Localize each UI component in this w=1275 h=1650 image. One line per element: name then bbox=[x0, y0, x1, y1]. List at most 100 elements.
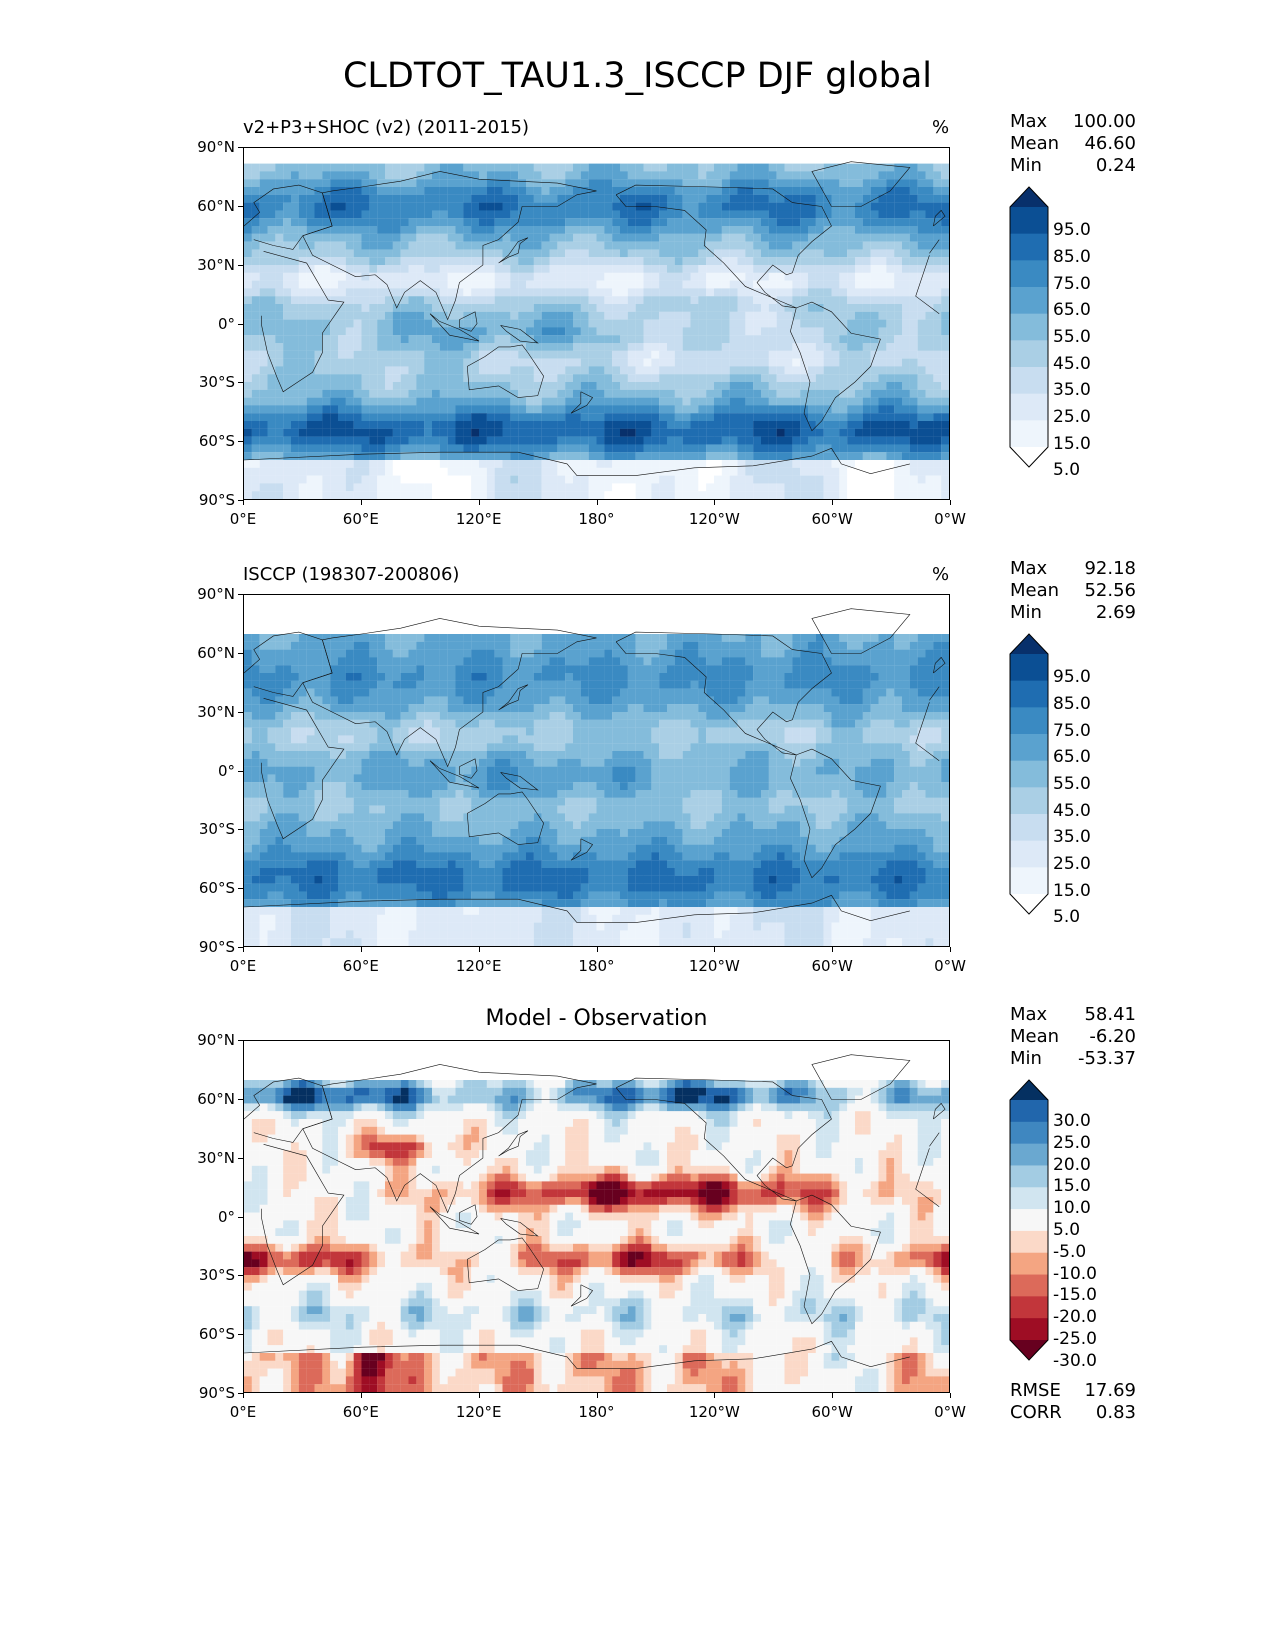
field-cell bbox=[322, 444, 331, 453]
field-cell bbox=[439, 272, 448, 281]
field-cell bbox=[698, 382, 707, 390]
field-cell bbox=[424, 413, 433, 422]
coastline bbox=[616, 185, 831, 308]
field-cell bbox=[314, 444, 323, 453]
field-cell bbox=[267, 296, 276, 305]
field-cell bbox=[714, 602, 722, 611]
field-cell bbox=[831, 319, 840, 328]
field-cell bbox=[267, 226, 276, 234]
field-cell bbox=[596, 444, 605, 453]
field-cell bbox=[432, 155, 440, 164]
field-cell bbox=[909, 444, 918, 453]
field-cell bbox=[353, 327, 362, 336]
field-cell bbox=[886, 444, 895, 453]
field-cell bbox=[894, 649, 903, 658]
field-cell bbox=[933, 634, 942, 642]
field-cell bbox=[753, 460, 762, 468]
field-cell bbox=[267, 327, 276, 336]
field-cell bbox=[643, 665, 652, 674]
field-cell bbox=[306, 467, 315, 476]
field-cell bbox=[698, 187, 707, 195]
field-cell bbox=[463, 249, 472, 258]
field-cell bbox=[244, 610, 252, 619]
field-cell bbox=[792, 210, 801, 219]
field-cell bbox=[643, 304, 652, 312]
field-cell bbox=[298, 618, 307, 627]
field-cell bbox=[526, 148, 534, 156]
field-cell bbox=[408, 343, 417, 351]
field-cell bbox=[886, 452, 895, 461]
field-cell bbox=[439, 405, 448, 414]
field-cell bbox=[659, 226, 668, 234]
field-cell bbox=[855, 444, 863, 453]
field-cell bbox=[533, 155, 542, 164]
field-cell bbox=[745, 226, 754, 234]
field-cell bbox=[815, 467, 824, 476]
field-cell bbox=[416, 475, 425, 484]
field-cell bbox=[612, 241, 621, 250]
field-cell bbox=[330, 641, 339, 650]
field-cell bbox=[345, 382, 354, 390]
field-cell bbox=[588, 249, 597, 258]
field-cell bbox=[330, 179, 339, 188]
field-cell bbox=[345, 179, 354, 188]
field-cell bbox=[909, 483, 918, 492]
field-cell bbox=[878, 421, 887, 429]
field-cell bbox=[761, 280, 769, 289]
field-cell bbox=[792, 413, 801, 422]
field-cell bbox=[847, 187, 856, 195]
field-cell bbox=[565, 171, 574, 180]
field-cell bbox=[251, 210, 260, 219]
field-cell bbox=[291, 618, 299, 627]
field-cell bbox=[275, 389, 284, 398]
field-cell bbox=[291, 187, 299, 195]
field-cell bbox=[557, 319, 566, 328]
field-cell bbox=[635, 171, 644, 180]
field-cell bbox=[526, 249, 534, 258]
field-cell bbox=[408, 358, 417, 367]
field-cell bbox=[721, 319, 730, 328]
field-cell bbox=[283, 374, 292, 383]
field-cell bbox=[761, 413, 769, 422]
field-cell bbox=[573, 179, 581, 188]
field-cell bbox=[275, 382, 284, 390]
field-cell bbox=[659, 194, 668, 203]
field-cell bbox=[526, 436, 534, 445]
field-cell bbox=[439, 467, 448, 476]
field-cell bbox=[729, 218, 738, 227]
field-cell bbox=[729, 288, 738, 297]
field-cell bbox=[424, 657, 433, 666]
field-cell bbox=[471, 296, 480, 305]
field-cell bbox=[823, 319, 832, 328]
field-cell bbox=[643, 249, 652, 258]
field-cell bbox=[361, 382, 370, 390]
field-cell bbox=[526, 304, 534, 312]
field-cell bbox=[510, 649, 519, 658]
map-plot bbox=[243, 147, 950, 500]
field-cell bbox=[635, 405, 644, 414]
field-cell bbox=[557, 272, 566, 281]
field-cell bbox=[377, 460, 386, 468]
field-cell bbox=[306, 452, 315, 461]
field-cell bbox=[353, 226, 362, 234]
field-cell bbox=[768, 155, 777, 164]
field-cell bbox=[439, 595, 448, 603]
field-cell bbox=[385, 358, 393, 367]
field-cell bbox=[361, 249, 370, 258]
field-cell bbox=[706, 452, 715, 461]
field-cell bbox=[361, 210, 370, 219]
field-cell bbox=[768, 163, 777, 172]
field-cell bbox=[698, 257, 707, 266]
field-cell bbox=[267, 491, 276, 499]
field-cell bbox=[353, 602, 362, 611]
field-cell bbox=[361, 218, 370, 227]
field-cell bbox=[894, 657, 903, 666]
field-cell bbox=[862, 634, 871, 642]
field-cell bbox=[776, 382, 785, 390]
field-cell bbox=[259, 358, 268, 367]
field-cell bbox=[314, 311, 323, 320]
field-cell bbox=[674, 280, 683, 289]
field-cell bbox=[941, 218, 949, 227]
field-cell bbox=[267, 311, 276, 320]
field-cell bbox=[909, 428, 918, 437]
